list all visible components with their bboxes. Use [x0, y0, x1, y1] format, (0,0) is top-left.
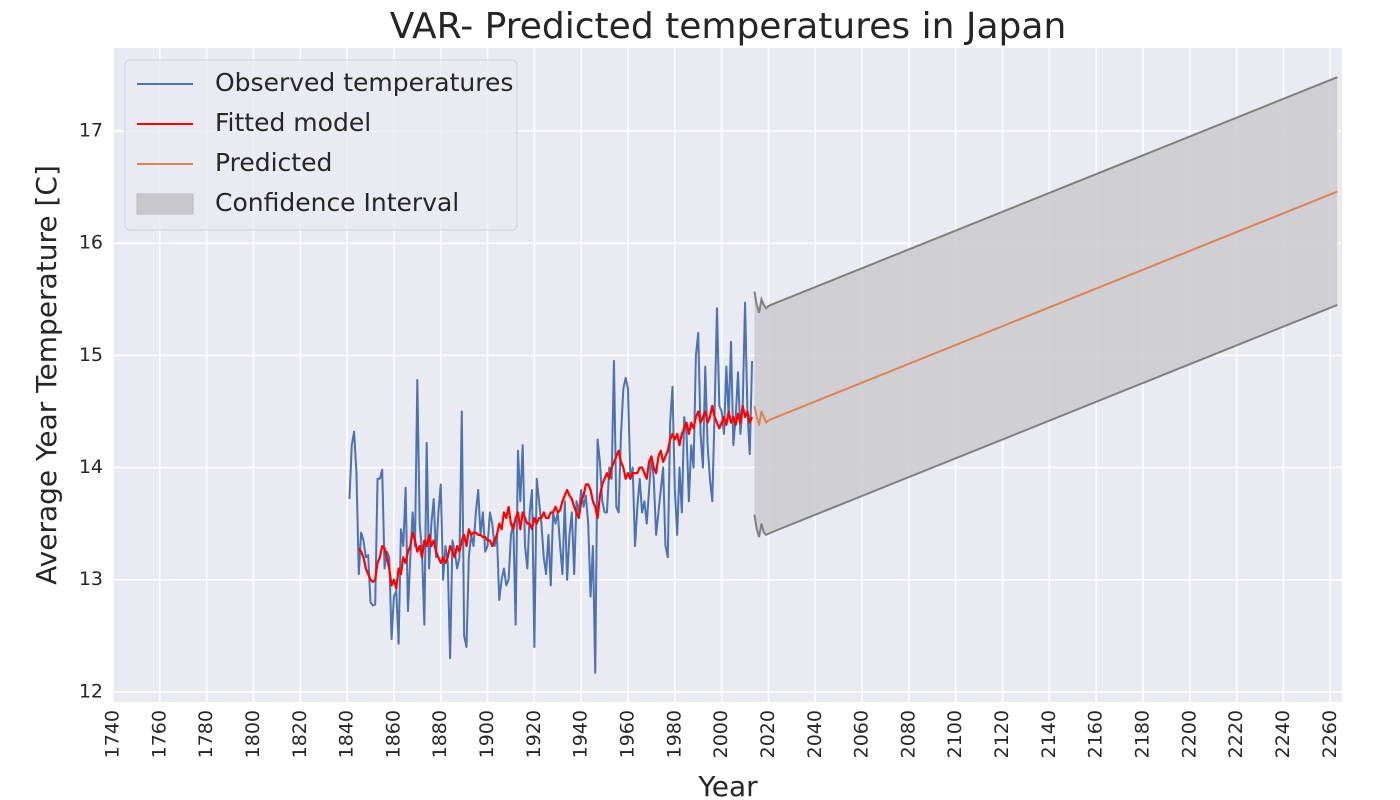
x-tick-label: 2100 — [944, 710, 966, 758]
confidence-band — [754, 77, 1338, 538]
chart-title: VAR- Predicted temperatures in Japan — [390, 6, 1067, 47]
x-tick-label: 2240 — [1272, 710, 1294, 758]
x-tick-label: 2160 — [1085, 710, 1107, 758]
x-axis-label: Year — [697, 770, 758, 800]
confidence-lower — [753, 303, 1338, 538]
x-tick-label: 2000 — [710, 710, 732, 758]
y-tick-label: 13 — [79, 568, 103, 590]
x-tick-label: 2220 — [1225, 710, 1247, 758]
x-tick-label: 2080 — [897, 710, 919, 758]
confidence-upper — [753, 76, 1338, 314]
x-tick-label: 1940 — [570, 710, 592, 758]
legend: Observed temperatures Fitted model Predict… — [124, 59, 518, 231]
x-tick-label: 1760 — [148, 710, 170, 758]
x-tick-label: 1920 — [523, 710, 545, 758]
y-tick-label: 12 — [79, 680, 103, 702]
x-tick-label: 1740 — [102, 710, 124, 758]
legend-swatch — [136, 193, 194, 215]
x-tick-label: 1780 — [195, 710, 217, 758]
x-tick-label: 2060 — [851, 710, 873, 758]
legend-label: Predicted — [215, 148, 332, 177]
series-line — [348, 301, 754, 674]
plot — [348, 76, 1338, 674]
x-tick-label: 2020 — [757, 710, 779, 758]
x-tick-label: 1840 — [336, 710, 358, 758]
legend-label: Fitted model — [215, 108, 371, 137]
x-tick-label: 1980 — [663, 710, 685, 758]
series-line — [357, 404, 754, 590]
y-tick-label: 15 — [79, 344, 103, 366]
y-tick-label: 16 — [79, 232, 103, 254]
y-tick-label: 17 — [79, 120, 103, 142]
x-tick-label: 1900 — [476, 710, 498, 758]
x-tick-label: 1880 — [429, 710, 451, 758]
legend-label: Confidence Interval — [215, 188, 459, 217]
x-tick-label: 2040 — [804, 710, 826, 758]
x-tick-label: 2260 — [1319, 710, 1341, 758]
x-tick-label: 2140 — [1038, 710, 1060, 758]
legend-label: Observed temperatures — [215, 68, 513, 97]
x-tick-label: 2120 — [991, 710, 1013, 758]
series-line — [753, 190, 1338, 426]
y-tick-label: 14 — [79, 456, 103, 478]
x-tick-label: 1800 — [242, 710, 264, 758]
legend-box — [124, 59, 518, 231]
x-tick-label: 1820 — [289, 710, 311, 758]
x-tick-label: 2200 — [1178, 710, 1200, 758]
x-tick-label: 1860 — [382, 710, 404, 758]
x-tick-label: 2180 — [1132, 710, 1154, 758]
axes: 12 13 14 15 16 17 1740 1760 1780 1800 1820 1840 1860… — [79, 120, 1341, 759]
x-tick-label: 1960 — [617, 710, 639, 758]
y-axis-label: Average Year Temperature [C] — [30, 165, 63, 585]
